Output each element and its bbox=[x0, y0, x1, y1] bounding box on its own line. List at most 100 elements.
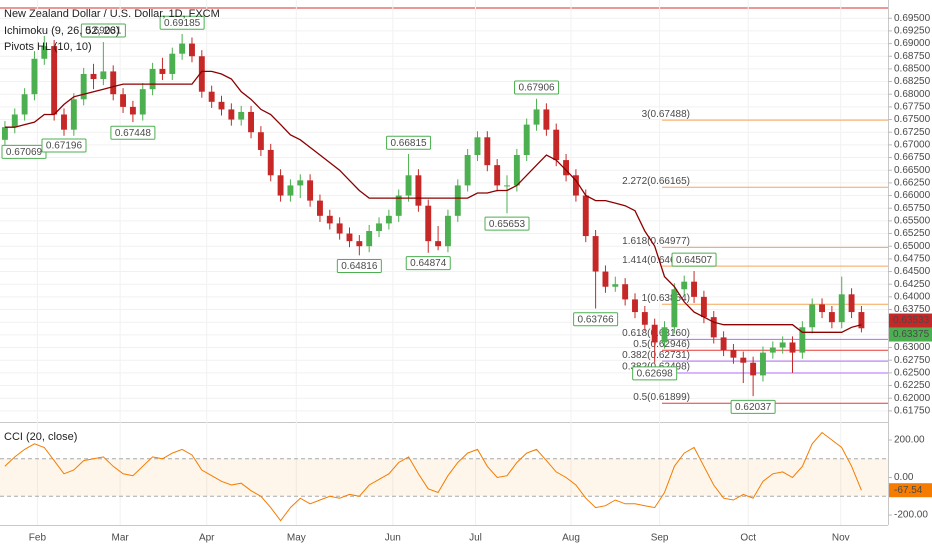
candle-body bbox=[257, 132, 264, 150]
candle-body bbox=[622, 284, 629, 300]
candle-body bbox=[592, 236, 599, 272]
candle-body bbox=[326, 215, 333, 224]
pivot-label: 0.66815 bbox=[390, 138, 427, 149]
candle-body bbox=[464, 155, 471, 186]
y-tick-label: 0.62750 bbox=[894, 355, 931, 366]
candle-body bbox=[838, 294, 845, 323]
x-tick-label: Oct bbox=[740, 533, 756, 544]
candle-body bbox=[297, 180, 304, 186]
candle-body bbox=[661, 327, 668, 343]
candle-body bbox=[61, 114, 67, 130]
y-tick-label: 0.64250 bbox=[894, 279, 931, 290]
pivot-box bbox=[80, 23, 126, 38]
candle-body bbox=[238, 111, 245, 120]
y-tick-label: 200.00 bbox=[894, 435, 925, 446]
candle-body bbox=[828, 312, 835, 323]
y-tick-label: 0.67750 bbox=[894, 102, 931, 113]
y-tick-label: 0.61750 bbox=[894, 405, 931, 416]
candle-body bbox=[307, 180, 314, 201]
candle-body bbox=[90, 73, 97, 80]
candle-body bbox=[179, 43, 186, 54]
fib-label: 0.5(0.62946) bbox=[633, 339, 690, 350]
x-tick-label: Jul bbox=[469, 533, 482, 544]
candle-body bbox=[720, 337, 727, 351]
pivot-box bbox=[671, 252, 717, 267]
x-tick-label: Sep bbox=[651, 533, 669, 544]
pivot-box bbox=[514, 80, 560, 95]
candle-body bbox=[848, 294, 855, 313]
price-label: 0.63375 bbox=[893, 329, 930, 340]
pivot-label: 0.69031 bbox=[85, 26, 122, 37]
fib-label: 1.414(0.64606) bbox=[622, 255, 690, 266]
y-tick-label: 0.64000 bbox=[894, 292, 931, 303]
pivot-label: 0.67069 bbox=[6, 147, 43, 158]
x-tick-label: Apr bbox=[199, 533, 215, 544]
candle-body bbox=[543, 109, 550, 130]
pivot-label: 0.67448 bbox=[115, 128, 152, 139]
cci-last-box bbox=[889, 483, 932, 498]
pivot-label: 0.67906 bbox=[518, 83, 555, 94]
candle-body bbox=[612, 284, 619, 287]
cci-last-label: -67.54 bbox=[894, 485, 923, 496]
x-tick-label: Jun bbox=[385, 533, 401, 544]
pivot-box bbox=[386, 135, 432, 150]
candle-body bbox=[287, 185, 294, 196]
fib-label: 0.382(0.62731) bbox=[622, 350, 690, 361]
candle-body bbox=[671, 289, 678, 328]
candle-body bbox=[789, 342, 796, 353]
pivot-box bbox=[573, 312, 619, 327]
candle-body bbox=[681, 281, 688, 290]
x-tick-label: May bbox=[287, 533, 306, 544]
candle-body bbox=[80, 73, 87, 100]
candle-body bbox=[198, 56, 205, 92]
y-tick-label: 0.63000 bbox=[894, 342, 931, 353]
y-tick-label: 0.65750 bbox=[894, 203, 931, 214]
y-tick-label: 0.65000 bbox=[894, 241, 931, 252]
y-tick-label: 0.64750 bbox=[894, 254, 931, 265]
candle-body bbox=[454, 185, 461, 216]
chart-title: New Zealand Dollar / U.S. Dollar, 1D, FX… bbox=[4, 8, 220, 20]
candle-body bbox=[336, 223, 343, 234]
x-tick-label: Nov bbox=[832, 533, 850, 544]
candle-body bbox=[228, 109, 235, 120]
price-label-box bbox=[889, 313, 932, 328]
candle-body bbox=[11, 114, 18, 128]
candle-body bbox=[779, 342, 786, 348]
y-tick-label: 0.68500 bbox=[894, 64, 931, 75]
y-tick-label: 0.66250 bbox=[894, 178, 931, 189]
indicator-label: Ichimoku (9, 26, 52, 26) bbox=[4, 25, 120, 37]
pivot-box bbox=[336, 259, 382, 274]
candle-body bbox=[51, 46, 58, 115]
y-tick-label: 0.65250 bbox=[894, 228, 931, 239]
candle-body bbox=[632, 299, 638, 313]
candle-body bbox=[858, 312, 865, 329]
candle-body bbox=[710, 317, 717, 338]
candle-body bbox=[395, 195, 402, 216]
candle-body bbox=[208, 91, 215, 102]
candle-body bbox=[139, 89, 146, 115]
y-tick-label: 0.69250 bbox=[894, 26, 931, 37]
candle-body bbox=[21, 94, 28, 115]
y-tick-label: 0.66750 bbox=[894, 152, 931, 163]
candle-body bbox=[484, 137, 491, 166]
candle-body bbox=[563, 160, 570, 176]
candle-body bbox=[415, 175, 422, 206]
candle-body bbox=[602, 271, 609, 287]
candle-body bbox=[513, 155, 520, 186]
candle-body bbox=[572, 175, 579, 196]
pivot-box bbox=[159, 15, 205, 30]
candle-body bbox=[120, 94, 127, 107]
candle-body bbox=[1, 127, 8, 140]
pivot-label: 0.64816 bbox=[341, 261, 378, 272]
candle-body bbox=[760, 352, 766, 376]
y-tick-label: 0.65500 bbox=[894, 216, 931, 227]
fib-label: 2.272(0.66165) bbox=[622, 176, 690, 187]
candle-body bbox=[248, 111, 254, 133]
candle-body bbox=[553, 129, 560, 161]
y-tick-label: 0.62000 bbox=[894, 393, 931, 404]
candle-body bbox=[819, 304, 825, 313]
candle-body bbox=[129, 106, 136, 115]
candle-body bbox=[582, 195, 589, 237]
